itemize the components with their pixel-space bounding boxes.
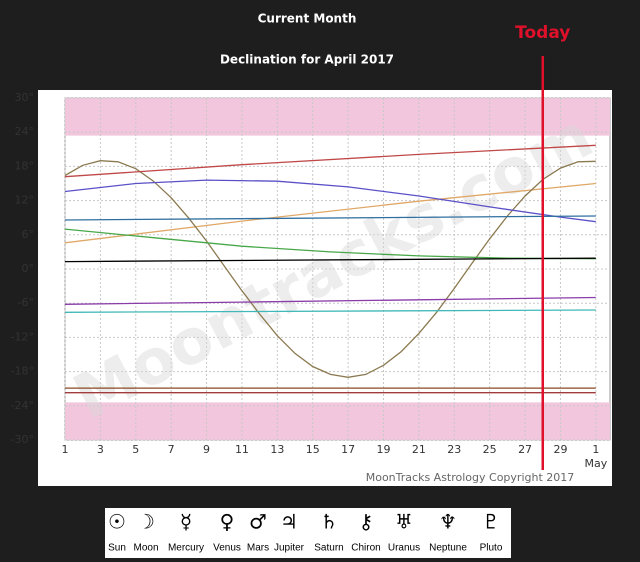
band xyxy=(65,402,610,440)
legend-symbol: ☿ xyxy=(180,510,192,534)
legend-label: Venus xyxy=(213,543,241,554)
x-tick-label: 25 xyxy=(483,443,497,456)
x-tick-label: 1 xyxy=(592,443,599,456)
plot-area: 30°24°18°12°6°0°-6°-12°-18°-24°-30°1 3 5 7 9… xyxy=(11,23,611,470)
legend-label: Sun xyxy=(108,543,126,554)
band xyxy=(65,98,610,136)
legend-symbol: ♆ xyxy=(439,510,457,534)
series-line xyxy=(64,144,596,178)
legend-panel xyxy=(105,508,511,558)
legend-symbol: ♅ xyxy=(395,510,413,534)
x-tick-label: 3 xyxy=(97,443,104,456)
y-tick-label: -30° xyxy=(11,433,34,446)
series-line xyxy=(64,257,596,263)
y-tick-label: -18° xyxy=(11,365,34,378)
x-tick-label: 19 xyxy=(377,443,391,456)
legend-symbol: ♀ xyxy=(220,510,235,534)
series-line xyxy=(64,182,596,244)
x-tick-label: 1 xyxy=(62,443,69,456)
x-month-label: May xyxy=(584,457,607,470)
series-line xyxy=(64,160,596,378)
series-line xyxy=(64,179,596,223)
chart-subtitle: Declination for April 2017 xyxy=(220,53,394,67)
y-tick-label: 6° xyxy=(22,228,35,241)
x-tick-label: 5 xyxy=(132,443,139,456)
legend: ☉ Sun ☽ Moon ☿ Mercury ♀ Venus ♂ Mars ♃ Jupiter ♄ Sat… xyxy=(108,510,503,554)
legend-label: Chiron xyxy=(351,543,380,554)
y-tick-label: -6° xyxy=(18,296,34,309)
legend-label: Uranus xyxy=(388,543,420,554)
y-tick-label: 12° xyxy=(15,194,35,207)
y-tick-label: 0° xyxy=(22,262,35,275)
legend-symbol: ☽ xyxy=(137,510,155,534)
x-tick-label: 23 xyxy=(447,443,461,456)
x-tick-label: 15 xyxy=(306,443,320,456)
legend-symbol: ⚷ xyxy=(359,510,374,534)
y-tick-label: -12° xyxy=(11,330,34,343)
legend-symbol: ♃ xyxy=(280,510,298,534)
y-tick-label: 30° xyxy=(15,91,35,104)
x-tick-label: 27 xyxy=(518,443,532,456)
y-tick-label: 24° xyxy=(15,125,35,138)
x-tick-label: 21 xyxy=(412,443,426,456)
legend-label: Mars xyxy=(247,543,269,554)
x-tick-label: 9 xyxy=(203,443,210,456)
x-tick-label: 11 xyxy=(235,443,249,456)
legend-symbol: ♇ xyxy=(482,510,500,534)
y-tick-label: -24° xyxy=(11,399,34,412)
legend-label: Jupiter xyxy=(274,543,305,554)
legend-label: Neptune xyxy=(429,543,467,554)
today-label: Today xyxy=(515,23,570,43)
legend-symbol: ☉ xyxy=(108,510,126,534)
series-line xyxy=(64,296,596,305)
legend-label: Mercury xyxy=(168,543,204,554)
legend-label: Pluto xyxy=(480,543,503,554)
x-tick-label: 29 xyxy=(553,443,567,456)
y-tick-label: 18° xyxy=(15,159,35,172)
legend-symbol: ♂ xyxy=(249,510,267,534)
chart-title: Current Month xyxy=(258,12,357,26)
legend-symbol: ♄ xyxy=(320,510,338,534)
series-line xyxy=(64,309,596,313)
copyright: MoonTracks Astrology Copyright 2017 xyxy=(366,471,575,484)
x-tick-label: 17 xyxy=(341,443,355,456)
x-tick-label: 13 xyxy=(270,443,284,456)
legend-label: Saturn xyxy=(314,543,343,554)
x-tick-label: 7 xyxy=(168,443,175,456)
series-line xyxy=(64,215,596,221)
legend-label: Moon xyxy=(133,543,158,554)
